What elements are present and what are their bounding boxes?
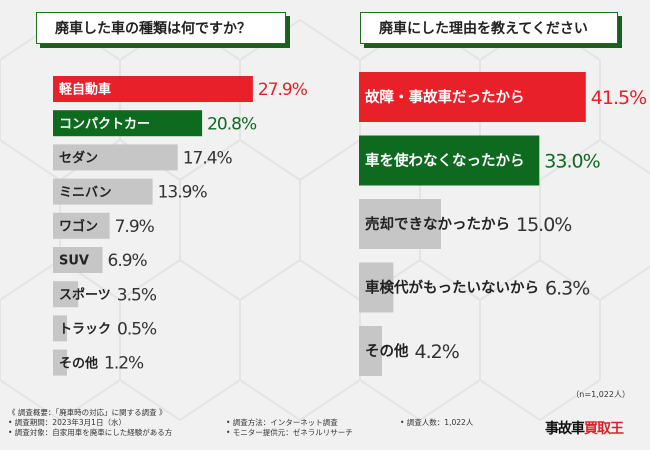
footer-line: • 調査方法：インターネット調査	[226, 418, 338, 427]
left-bar-label: コンパクトカー	[59, 117, 150, 132]
left-bar-label: その他	[59, 355, 98, 371]
footer-survey-count: • 調査人数：1,022人	[400, 418, 473, 428]
right-value-label: 4.2%	[415, 341, 459, 363]
right-value-label: 41.5%	[591, 87, 646, 109]
logo-text-1: 事故車	[545, 421, 585, 437]
left-value-label: 27.9%	[258, 80, 308, 100]
left-bar-label: 軽自動車	[59, 82, 111, 98]
left-bar	[53, 315, 67, 342]
left-value-label: 6.9%	[108, 251, 148, 271]
left-bar	[53, 76, 253, 102]
footer-survey-method: • 調査方法：インターネット調査 • モニター提供元：ゼネラルリサーチ	[226, 418, 353, 438]
left-bar	[53, 349, 67, 376]
footer-line: • 調査期間：2023年3月1日（水）	[8, 418, 126, 427]
left-bar	[53, 247, 103, 273]
left-bar	[53, 281, 79, 308]
left-bar	[53, 110, 203, 137]
left-value-label: 7.9%	[115, 217, 155, 237]
left-bar-label: トラック	[59, 322, 111, 337]
left-value-label: 3.5%	[117, 285, 157, 305]
right-bar-label: 売却できなかったから	[365, 215, 510, 233]
right-bar-label: その他	[365, 342, 409, 360]
footer-line: 《 調査概要：「廃車時の対応」に関する調査 》	[8, 408, 167, 417]
sample-size-note: （n=1,022人）	[571, 390, 630, 399]
right-bar	[359, 326, 382, 376]
footer-line: • 調査人数：1,022人	[400, 418, 474, 427]
right-bar	[359, 262, 394, 313]
brand-logo: 事故車買取王	[545, 418, 624, 438]
left-value-label: 13.9%	[158, 183, 208, 203]
logo-text-2: 買取王	[584, 421, 624, 437]
right-bar	[359, 72, 586, 122]
right-bar	[359, 135, 540, 186]
left-value-label: 20.8%	[207, 114, 257, 134]
left-bar-label: ミニバン	[59, 185, 112, 200]
right-bar-label: 故障・事故車だったから	[365, 88, 525, 106]
right-value-label: 6.3%	[545, 277, 589, 299]
left-bar-label: スポーツ	[59, 287, 111, 303]
footer-line: • 調査対象：自家用車を廃車にした経験がある方	[8, 428, 173, 437]
left-chart-title: 廃車した車の種類は何ですか？	[36, 12, 286, 44]
right-bar-label: 車検代がもったいないから	[365, 279, 539, 297]
left-bar	[53, 144, 178, 171]
footer-survey-overview: 《 調査概要：「廃車時の対応」に関する調査 》 • 調査期間：2023年3月1日…	[8, 408, 172, 438]
left-bar-label: SUV	[59, 254, 89, 269]
left-value-label: 0.5%	[117, 320, 157, 340]
footer-line: • モニター提供元：ゼネラルリサーチ	[226, 428, 353, 437]
left-bar	[53, 178, 153, 205]
left-bar-label: ワゴン	[59, 218, 98, 234]
left-bar	[53, 212, 110, 239]
right-bar	[359, 199, 441, 249]
left-value-label: 1.2%	[104, 354, 144, 374]
right-value-label: 33.0%	[544, 150, 599, 172]
left-bar-label: セダン	[59, 150, 98, 166]
right-bar-label: 車を使わなくなったから	[365, 152, 525, 170]
right-value-label: 15.0%	[516, 214, 571, 236]
right-chart-title: 廃車にした理由を教えてください	[360, 12, 618, 44]
left-value-label: 17.4%	[183, 149, 233, 169]
